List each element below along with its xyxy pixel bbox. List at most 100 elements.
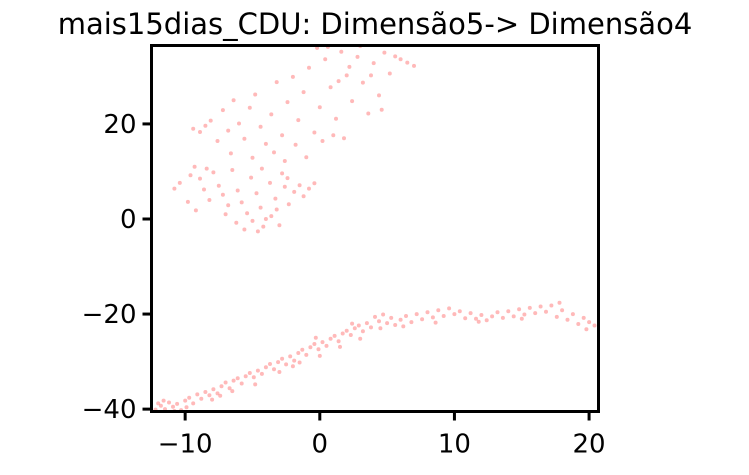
data-point bbox=[207, 198, 212, 202]
data-point bbox=[230, 389, 235, 394]
data-point bbox=[207, 393, 212, 398]
data-point bbox=[405, 60, 410, 65]
data-point bbox=[347, 64, 352, 69]
data-point bbox=[381, 312, 386, 317]
data-point bbox=[263, 217, 268, 221]
data-point bbox=[242, 136, 247, 141]
data-point bbox=[251, 375, 256, 380]
data-point bbox=[210, 397, 215, 402]
data-point bbox=[280, 356, 285, 361]
data-point bbox=[544, 309, 548, 314]
data-point bbox=[231, 378, 236, 383]
data-point bbox=[288, 354, 293, 359]
data-point bbox=[284, 362, 289, 367]
data-point bbox=[250, 218, 255, 223]
data-point bbox=[296, 118, 301, 123]
x-tick-label: 10 bbox=[438, 430, 471, 460]
data-point bbox=[570, 312, 575, 317]
data-point bbox=[219, 384, 224, 389]
data-point bbox=[297, 360, 302, 365]
data-point bbox=[184, 405, 189, 410]
data-point bbox=[360, 329, 365, 334]
data-point bbox=[282, 184, 287, 189]
data-point bbox=[549, 303, 554, 308]
data-point bbox=[185, 199, 190, 204]
data-point bbox=[369, 325, 373, 330]
data-point bbox=[350, 99, 355, 104]
data-point bbox=[227, 386, 232, 391]
data-point bbox=[506, 309, 511, 314]
x-tick-label: −10 bbox=[158, 430, 213, 460]
data-point bbox=[211, 387, 216, 392]
data-point bbox=[228, 151, 233, 156]
data-point bbox=[230, 168, 235, 172]
data-point bbox=[312, 130, 317, 135]
data-point bbox=[554, 314, 559, 319]
data-point bbox=[500, 315, 505, 320]
data-point bbox=[385, 321, 390, 326]
data-point bbox=[192, 164, 197, 169]
data-point bbox=[527, 305, 532, 310]
data-point bbox=[220, 192, 225, 197]
data-point bbox=[274, 207, 279, 212]
data-point bbox=[161, 398, 166, 403]
data-point bbox=[312, 181, 317, 186]
data-point bbox=[261, 224, 266, 229]
data-point bbox=[199, 396, 204, 401]
data-point bbox=[226, 203, 231, 208]
data-point bbox=[393, 54, 398, 59]
data-point bbox=[231, 98, 236, 103]
x-tick-label: 20 bbox=[573, 430, 606, 460]
data-point bbox=[369, 73, 373, 78]
data-point bbox=[193, 208, 198, 213]
data-point bbox=[304, 155, 309, 160]
data-point bbox=[576, 322, 581, 326]
data-point bbox=[560, 308, 565, 313]
data-point bbox=[401, 324, 406, 329]
data-point bbox=[253, 92, 258, 97]
data-point bbox=[587, 320, 592, 325]
data-point bbox=[263, 141, 268, 146]
data-point bbox=[286, 202, 291, 207]
data-point bbox=[430, 315, 435, 320]
data-point bbox=[557, 300, 562, 305]
data-point bbox=[352, 326, 357, 331]
data-point bbox=[348, 333, 353, 337]
data-point bbox=[282, 159, 287, 163]
data-point bbox=[344, 73, 349, 78]
data-point bbox=[328, 85, 333, 90]
data-point bbox=[340, 331, 345, 336]
data-point bbox=[277, 370, 282, 374]
data-point bbox=[269, 112, 274, 117]
data-point bbox=[242, 227, 247, 232]
data-point bbox=[172, 186, 177, 191]
data-point bbox=[479, 313, 484, 317]
plot-frame bbox=[150, 44, 600, 413]
data-point bbox=[366, 111, 371, 116]
data-point bbox=[474, 316, 478, 321]
data-point bbox=[245, 211, 250, 216]
data-point bbox=[280, 171, 285, 176]
data-point bbox=[358, 336, 363, 341]
data-point bbox=[216, 183, 221, 188]
data-point bbox=[254, 191, 259, 196]
data-points bbox=[153, 44, 597, 413]
data-point bbox=[398, 317, 403, 322]
data-point bbox=[273, 196, 278, 201]
data-point bbox=[425, 310, 430, 315]
data-point bbox=[389, 315, 394, 320]
data-point bbox=[447, 306, 452, 311]
data-point bbox=[313, 335, 318, 340]
y-tick-label: 0 bbox=[120, 205, 137, 235]
data-point bbox=[378, 326, 383, 331]
data-point bbox=[308, 345, 313, 350]
data-point bbox=[312, 342, 317, 346]
data-point bbox=[272, 367, 276, 372]
data-point bbox=[297, 183, 302, 188]
data-point bbox=[387, 71, 392, 76]
data-point bbox=[211, 170, 216, 175]
data-point bbox=[490, 314, 495, 319]
data-point bbox=[412, 63, 416, 68]
data-point bbox=[336, 79, 341, 84]
data-point bbox=[285, 100, 290, 105]
